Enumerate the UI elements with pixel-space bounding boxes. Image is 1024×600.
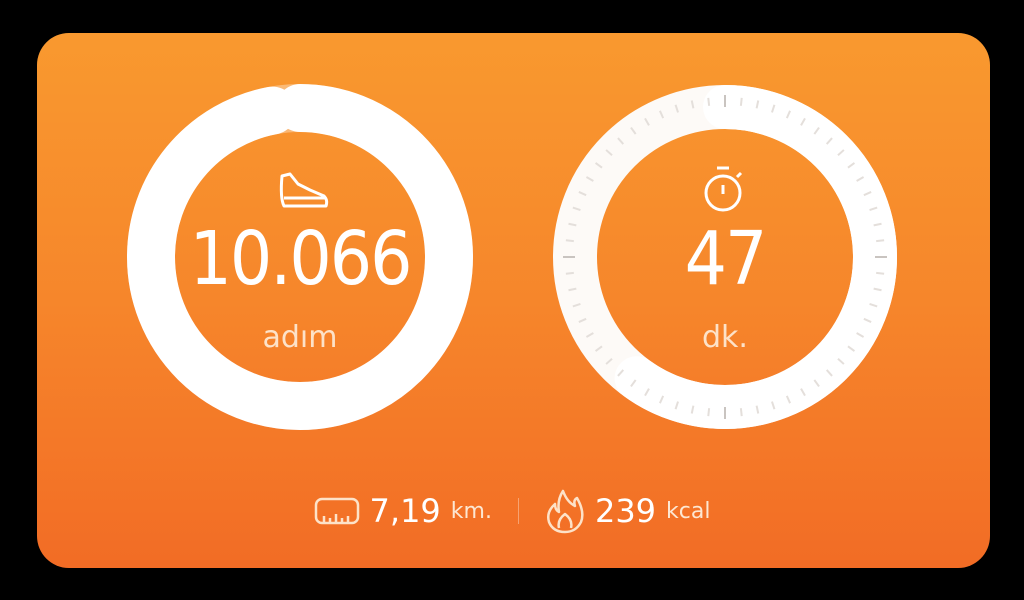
dial-tick	[572, 206, 581, 211]
dial-tick	[813, 126, 820, 135]
dial-tick	[707, 97, 711, 106]
dial-tick	[594, 345, 603, 352]
dial-tick	[863, 191, 872, 197]
dial-tick	[837, 357, 845, 365]
dial-tick	[755, 405, 760, 414]
dial-tick	[605, 149, 613, 157]
dial-tick	[873, 287, 882, 292]
dial-tick	[863, 317, 872, 323]
dial-tick	[785, 110, 791, 119]
steps-unit: adım	[262, 320, 338, 355]
dial-tick	[578, 317, 587, 323]
time-unit: dk.	[702, 320, 748, 355]
dial-tick	[847, 162, 856, 169]
dial-tick	[856, 176, 865, 182]
dial-tick	[585, 332, 594, 338]
steps-progress-ring	[127, 84, 473, 430]
distance-value: 7,19	[369, 492, 441, 530]
dial-tick	[568, 222, 577, 227]
dial-tick	[825, 137, 833, 145]
dial-tick	[630, 379, 637, 388]
dial-tick	[585, 176, 594, 182]
dial-tick	[847, 345, 856, 352]
dial-tick	[739, 97, 743, 106]
time-dial-ring	[553, 85, 897, 429]
ruler-icon	[314, 497, 359, 525]
dial-tick	[771, 401, 776, 410]
dial-tick	[605, 357, 613, 365]
dial-tick	[572, 303, 581, 308]
dial-tick	[674, 401, 679, 410]
dial-tick	[873, 222, 882, 227]
dial-tick	[690, 405, 695, 414]
dial-tick	[594, 162, 603, 169]
flame-icon	[546, 489, 584, 534]
calories-value: 239	[594, 492, 657, 530]
dial-tick	[674, 104, 679, 113]
dial-tick	[837, 149, 845, 157]
dial-tick	[869, 303, 878, 308]
dial-tick	[617, 137, 625, 145]
time-value: 47	[684, 216, 768, 302]
dial-tick	[568, 287, 577, 292]
dial-tick	[659, 395, 665, 404]
dial-tick	[771, 104, 776, 113]
steps-value: 10.066	[189, 216, 413, 302]
dial-tick	[869, 206, 878, 211]
dial-tick	[825, 369, 833, 377]
dial-tick	[630, 126, 637, 135]
dial-tick	[690, 100, 695, 109]
dial-tick	[785, 395, 791, 404]
dial-tick	[659, 110, 665, 119]
dial-tick	[755, 100, 760, 109]
dial-tick	[800, 117, 806, 126]
dial-tick	[644, 388, 650, 397]
dial-tick	[856, 332, 865, 338]
dial-tick	[644, 117, 650, 126]
dial-tick	[739, 408, 743, 417]
dial-tick	[813, 379, 820, 388]
dial-tick	[876, 239, 885, 243]
stopwatch-icon	[704, 166, 743, 212]
dial-tick	[800, 388, 806, 397]
divider	[517, 498, 519, 524]
shoe-icon	[279, 172, 329, 208]
distance-unit: km.	[450, 498, 492, 524]
dial-tick	[565, 271, 574, 275]
dial-tick	[617, 369, 625, 377]
calories-unit: kcal	[666, 498, 711, 524]
dial-tick	[565, 239, 574, 243]
dial-tick	[876, 271, 885, 275]
dial-tick	[578, 191, 587, 197]
dial-tick	[707, 408, 711, 417]
summary-stats: 7,19 km. 239 kcal	[0, 488, 1024, 534]
